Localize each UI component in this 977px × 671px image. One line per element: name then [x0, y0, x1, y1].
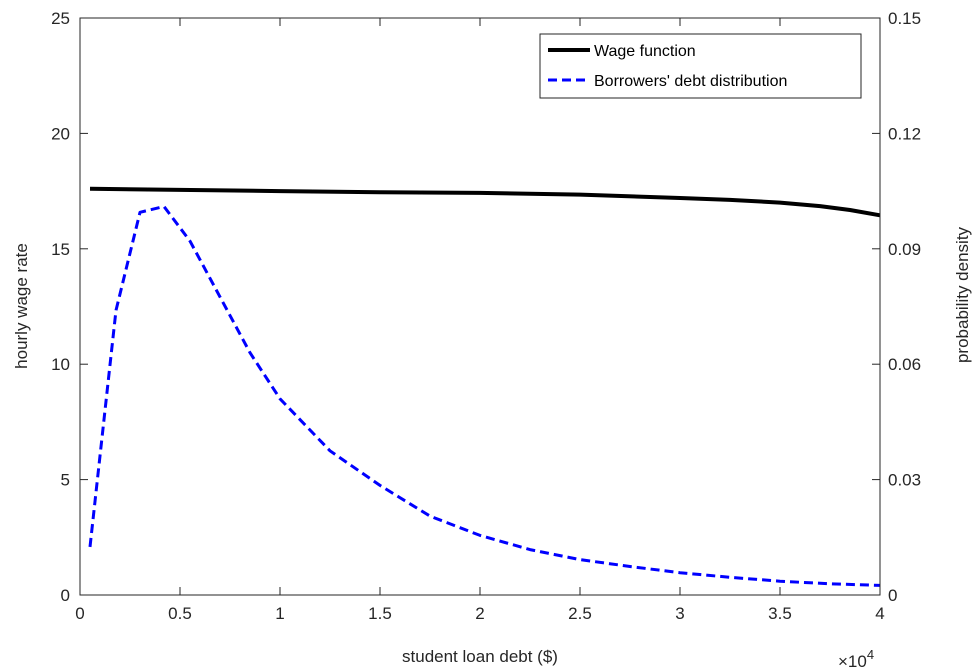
- y-right-tick-label: 0.09: [888, 240, 921, 259]
- x-axis-exponent-power: 4: [867, 647, 874, 662]
- y-left-tick-label: 25: [51, 9, 70, 28]
- y-right-tick-label: 0.06: [888, 355, 921, 374]
- x-tick-label: 1: [275, 604, 284, 623]
- x-tick-label: 0.5: [168, 604, 192, 623]
- legend-box: [539, 33, 862, 99]
- legend: Wage function Borrowers' debt distributi…: [539, 33, 862, 99]
- x-tick-label: 2: [475, 604, 484, 623]
- x-tick-label: 1.5: [368, 604, 392, 623]
- plot-area: [80, 18, 880, 595]
- y-right-tick-label: 0.12: [888, 124, 921, 143]
- y-left-tick-label: 0: [61, 586, 70, 605]
- legend-label-borrowers-debt-distribution: Borrowers' debt distribution: [594, 73, 787, 90]
- series-line-wage-function: [89, 186, 881, 218]
- y-left-tick-label: 10: [51, 355, 70, 374]
- x-axis-exponent-base: ×10: [838, 652, 867, 671]
- y-right-tick-label: 0: [888, 586, 897, 605]
- x-tick-label: 3.5: [768, 604, 792, 623]
- y-left-tick-label: 20: [51, 124, 70, 143]
- x-tick-label: 0: [75, 604, 84, 623]
- y-left-tick-label: 15: [51, 240, 70, 259]
- x-axis-title: student loan debt ($): [402, 647, 558, 666]
- plot-frame: [79, 17, 881, 596]
- y-right-tick-label: 0.15: [888, 9, 921, 28]
- x-tick-label: 2.5: [568, 604, 592, 623]
- x-tick-label: 4: [875, 604, 884, 623]
- y-axis-left-title: hourly wage rate: [12, 243, 31, 369]
- tick-group: 0 0.5 1 1.5 2 2.5 3 3.5 4051015202500.030.060.09…: [51, 9, 921, 623]
- legend-label-wage-function: Wage function: [594, 43, 696, 60]
- y-left-tick-label: 5: [61, 471, 70, 490]
- y-axis-right-title: probability density: [953, 226, 972, 363]
- series-line-borrowers-debt-distribution: [88, 205, 881, 587]
- series-group: [88, 186, 881, 587]
- x-axis-exponent: ×104: [838, 647, 874, 671]
- x-tick-label: 3: [675, 604, 684, 623]
- y-right-tick-label: 0.03: [888, 471, 921, 490]
